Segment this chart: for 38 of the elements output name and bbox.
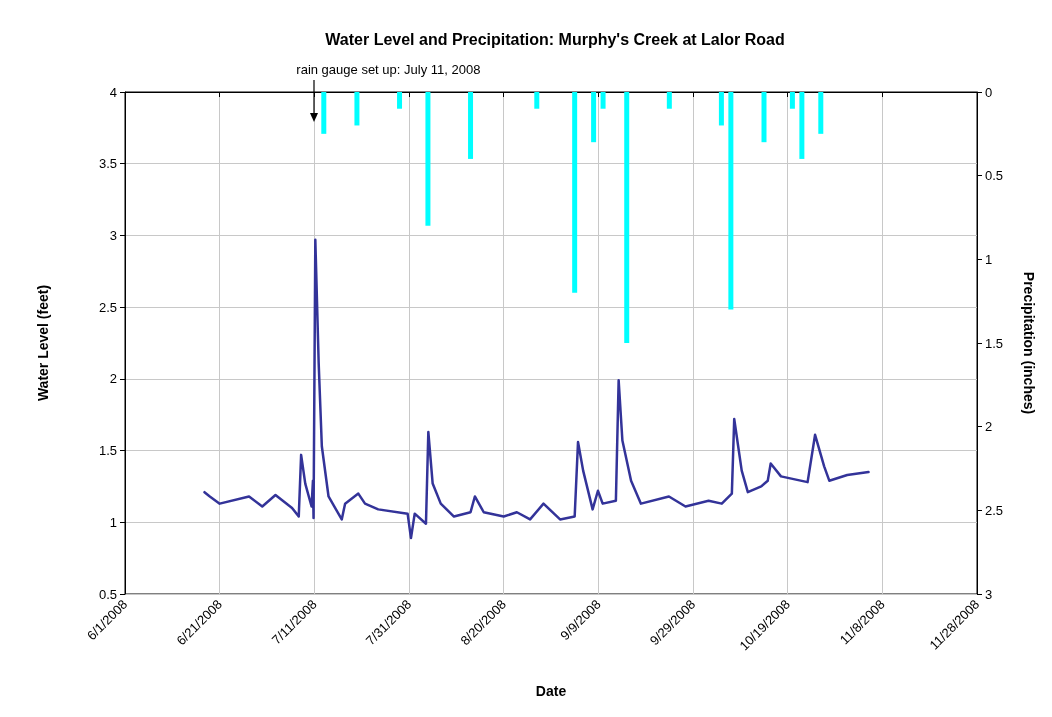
bar bbox=[425, 92, 431, 226]
bar bbox=[354, 92, 360, 126]
x-axis-title: Date bbox=[535, 683, 567, 699]
ref-line-label: rain gauge set up: July 11, 2008 bbox=[296, 62, 481, 77]
y-tick-label: 0.5 bbox=[98, 586, 117, 602]
bar bbox=[761, 92, 767, 143]
bar bbox=[572, 92, 578, 293]
y-tick-label: 2 bbox=[109, 371, 117, 387]
y-tick-label: 4 bbox=[109, 84, 117, 100]
bar bbox=[321, 92, 327, 134]
bar bbox=[789, 92, 795, 109]
y-tick-label: 1.5 bbox=[98, 443, 117, 459]
y2-tick-label: 2 bbox=[985, 419, 993, 435]
bar bbox=[591, 92, 597, 143]
y2-tick-label: 1 bbox=[985, 251, 993, 267]
bar bbox=[468, 92, 474, 159]
chart-title: Water Level and Precipitation: Murphy's Creek at Lalor Road bbox=[325, 30, 785, 48]
bar bbox=[818, 92, 824, 134]
bar bbox=[397, 92, 403, 109]
y2-axis-title: Precipitation (inches) bbox=[1021, 271, 1037, 415]
y2-tick-label: 0 bbox=[985, 84, 993, 100]
y-tick-label: 1 bbox=[109, 514, 117, 530]
bar bbox=[799, 92, 805, 159]
bar bbox=[718, 92, 724, 126]
y-tick-label: 2.5 bbox=[98, 299, 117, 315]
y-tick-label: 3 bbox=[109, 227, 117, 243]
y2-tick-label: 3 bbox=[985, 586, 993, 602]
y2-tick-label: 0.5 bbox=[985, 168, 1004, 184]
bar bbox=[666, 92, 672, 109]
y-tick-label: 3.5 bbox=[98, 156, 117, 172]
bar bbox=[728, 92, 734, 310]
line-series bbox=[203, 238, 870, 540]
bar bbox=[534, 92, 540, 109]
y2-tick-label: 1.5 bbox=[985, 335, 1004, 351]
bar bbox=[624, 92, 630, 343]
bar bbox=[600, 92, 606, 109]
y-axis-title: Water Level (feet) bbox=[35, 284, 51, 402]
y2-tick-label: 2.5 bbox=[985, 502, 1004, 518]
